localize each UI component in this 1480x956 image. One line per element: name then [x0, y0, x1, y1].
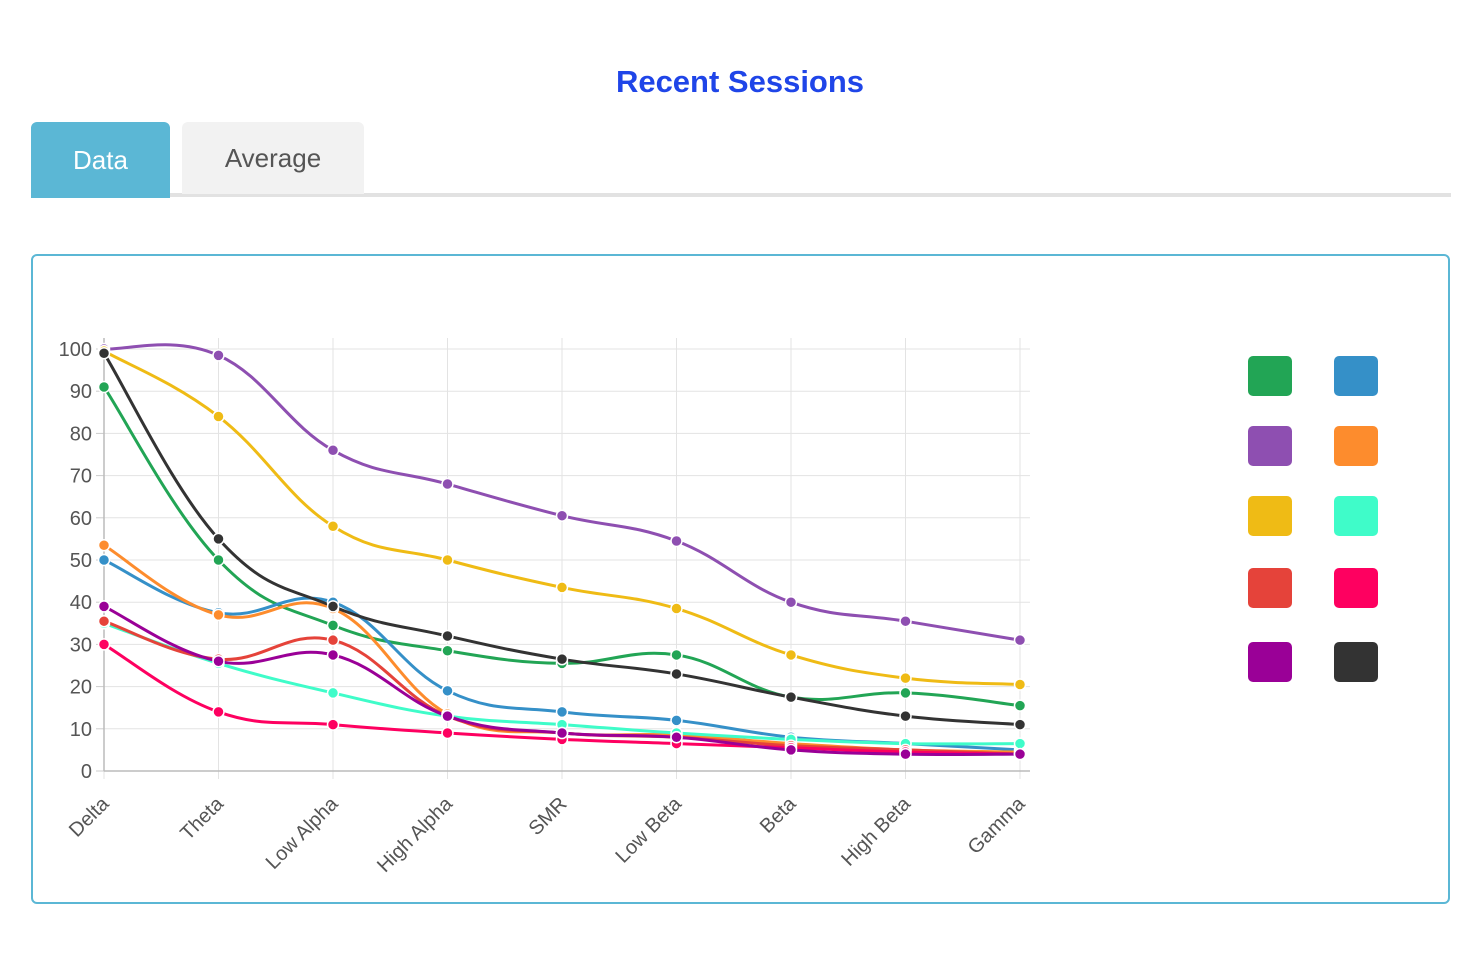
data-point[interactable] [555, 726, 569, 740]
legend-swatch-4[interactable] [1334, 426, 1378, 466]
data-point[interactable] [441, 553, 454, 567]
data-point[interactable] [1013, 633, 1027, 647]
data-point[interactable] [97, 538, 111, 552]
data-point[interactable] [1013, 737, 1027, 750]
data-point[interactable] [670, 648, 683, 662]
chart-series [97, 342, 1027, 761]
y-tick-label: 40 [70, 592, 92, 614]
tab-data[interactable]: Data [31, 122, 170, 198]
data-point[interactable] [670, 534, 683, 548]
x-tick-label: Beta [756, 792, 801, 837]
y-tick-label: 50 [70, 550, 92, 572]
data-point[interactable] [1013, 747, 1027, 761]
y-tick-label: 30 [70, 634, 92, 656]
legend-swatch-10[interactable] [1334, 642, 1378, 682]
data-point[interactable] [899, 747, 912, 761]
data-point[interactable] [212, 349, 225, 362]
y-tick-label: 70 [70, 466, 92, 488]
data-point[interactable] [97, 346, 111, 360]
legend-swatch-8[interactable] [1334, 568, 1378, 608]
x-tick-label: High Alpha [373, 792, 458, 877]
legend-swatch-2[interactable] [1334, 356, 1378, 396]
x-tick-label: High Beta [837, 792, 915, 870]
data-point[interactable] [441, 477, 454, 491]
tab-bar: Data Average [31, 122, 1451, 198]
data-point[interactable] [212, 410, 225, 423]
y-tick-label: 20 [70, 677, 92, 699]
legend-swatch-1[interactable] [1248, 356, 1292, 396]
page-title: Recent Sessions [615, 64, 865, 99]
data-point[interactable] [97, 614, 111, 628]
y-tick-label: 0 [81, 761, 92, 783]
line-chart: 0 10 20 30 40 50 60 70 80 90 100 Delta Theta Low Alph… [59, 338, 1378, 877]
data-point[interactable] [326, 444, 340, 457]
data-point[interactable] [899, 671, 912, 685]
data-point[interactable] [326, 633, 340, 647]
data-point[interactable] [555, 581, 569, 594]
data-point[interactable] [784, 648, 798, 662]
data-point[interactable] [441, 726, 454, 740]
data-point[interactable] [212, 705, 225, 719]
legend-swatch-7[interactable] [1248, 568, 1292, 608]
x-tick-label: SMR [525, 793, 572, 840]
legend-swatch-6[interactable] [1334, 496, 1378, 536]
data-point[interactable] [670, 730, 683, 744]
x-tick-label: Low Beta [612, 792, 687, 867]
y-tick-label: 90 [70, 381, 92, 403]
legend-swatch-9[interactable] [1248, 642, 1292, 682]
data-point[interactable] [212, 532, 225, 546]
x-tick-label: Delta [65, 792, 114, 841]
data-point[interactable] [326, 718, 340, 731]
tab-underline [31, 193, 1451, 197]
data-point[interactable] [212, 655, 225, 668]
data-point[interactable] [441, 644, 454, 657]
data-point[interactable] [1013, 718, 1027, 731]
y-tick-label: 100 [59, 339, 92, 361]
data-point[interactable] [555, 705, 569, 719]
data-point[interactable] [326, 600, 340, 613]
data-point[interactable] [326, 519, 340, 533]
y-tick-label: 60 [70, 508, 92, 530]
data-point[interactable] [784, 690, 798, 704]
chart-panel: 0 10 20 30 40 50 60 70 80 90 100 Delta Theta Low Alph… [31, 254, 1450, 904]
data-point[interactable] [670, 602, 683, 615]
data-point[interactable] [899, 709, 912, 723]
data-point[interactable] [326, 686, 340, 700]
data-point[interactable] [784, 743, 798, 757]
data-point[interactable] [441, 684, 454, 698]
data-point[interactable] [212, 608, 225, 622]
data-point[interactable] [670, 714, 683, 727]
data-point[interactable] [670, 667, 683, 681]
data-point[interactable] [555, 509, 569, 522]
data-point[interactable] [326, 648, 340, 662]
data-point[interactable] [441, 629, 454, 643]
chart-legend [1248, 356, 1378, 682]
legend-swatch-3[interactable] [1248, 426, 1292, 466]
y-tick-label: 80 [70, 423, 92, 445]
data-point[interactable] [1013, 678, 1027, 691]
data-point[interactable] [899, 686, 912, 700]
y-tick-label: 10 [70, 719, 92, 741]
data-point[interactable] [555, 652, 569, 666]
data-point[interactable] [97, 638, 111, 651]
data-point[interactable] [899, 614, 912, 628]
data-point[interactable] [97, 600, 111, 613]
data-point[interactable] [784, 595, 798, 609]
data-point[interactable] [1013, 699, 1027, 712]
chart-axes: 0 10 20 30 40 50 60 70 80 90 100 Delta Theta Low Alph… [59, 338, 1030, 877]
data-point[interactable] [97, 380, 111, 394]
x-tick-label: Theta [176, 792, 228, 844]
x-tick-label: Low Alpha [262, 792, 343, 873]
x-tick-label: Gamma [964, 792, 1030, 858]
data-point[interactable] [441, 709, 454, 723]
data-point[interactable] [97, 553, 111, 567]
legend-swatch-5[interactable] [1248, 496, 1292, 536]
data-point[interactable] [212, 553, 225, 567]
data-point[interactable] [326, 619, 340, 632]
tab-average[interactable]: Average [182, 122, 364, 194]
